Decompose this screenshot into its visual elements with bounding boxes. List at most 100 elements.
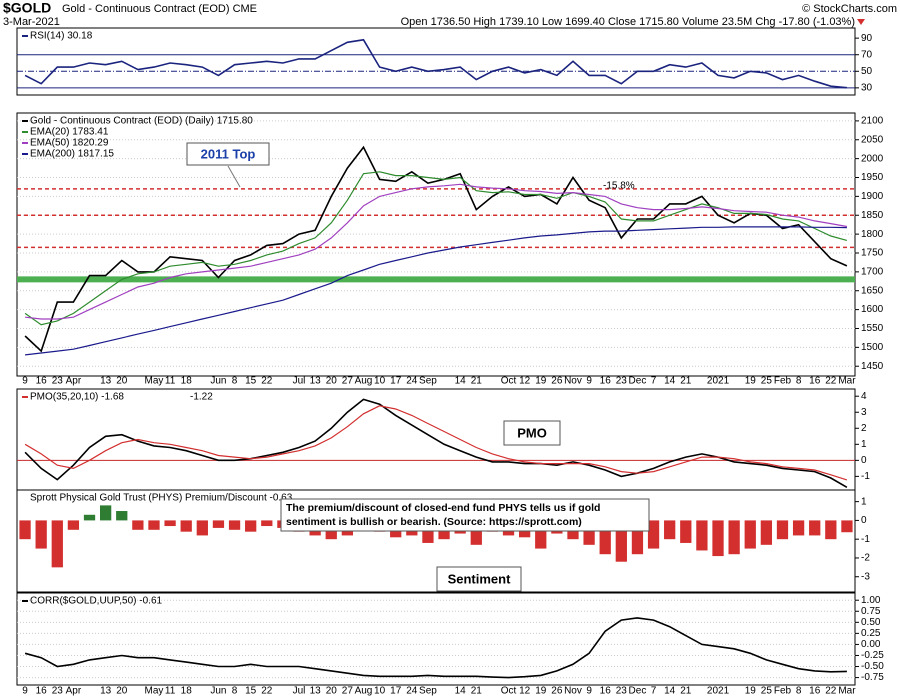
x-tick-label: 13 <box>310 686 322 697</box>
x-tick-label: 15 <box>245 376 257 387</box>
bar <box>99 505 112 521</box>
bar <box>535 520 547 549</box>
legend-entry: -1.22 <box>190 392 213 403</box>
bar <box>631 520 644 555</box>
y-tick-label: 1900 <box>861 191 884 202</box>
x-tick-label: Oct <box>501 686 517 697</box>
y-tick-label: 30 <box>861 82 873 93</box>
x-tick-label: 22 <box>825 376 837 387</box>
x-tick-label: 19 <box>745 376 757 387</box>
bar <box>228 520 241 530</box>
x-tick-label: Sep <box>419 376 437 387</box>
y-tick-label: -0.50 <box>861 661 884 672</box>
x-tick-label: 14 <box>664 376 676 387</box>
bar <box>744 520 756 549</box>
legend-entry: Sprott Physical Gold Trust (PHYS) Premiu… <box>30 493 293 504</box>
panel-frame <box>16 27 856 96</box>
credit: © StockCharts.com <box>802 3 897 15</box>
x-tick-label: May <box>145 376 164 387</box>
x-tick-label: 8 <box>232 376 238 387</box>
annotation: 2011 Top <box>201 146 256 161</box>
y-tick-label: 1600 <box>861 304 884 315</box>
x-tick-label: 24 <box>406 686 418 697</box>
bar <box>116 511 128 521</box>
note-line: sentiment is bullish or bearish. (Source… <box>286 516 582 528</box>
y-tick-label: 1500 <box>861 342 884 353</box>
y-tick-label: 70 <box>861 49 873 60</box>
bar <box>728 520 740 555</box>
x-tick-label: 16 <box>36 376 48 387</box>
x-tick-label: 24 <box>406 376 418 387</box>
x-tick-label: 7 <box>651 376 657 387</box>
legend-entry: PMO(35,20,10) -1.68 <box>30 392 124 403</box>
x-tick-label: 26 <box>551 686 563 697</box>
y-tick-label: 2 <box>861 423 867 434</box>
y-tick-label: 0.25 <box>861 628 881 639</box>
x-tick-label: Dec <box>629 376 647 387</box>
y-tick-label: 1450 <box>861 361 884 372</box>
legend-entry: CORR($GOLD,UUP,50) -0.61 <box>30 596 163 607</box>
y-tick-label: -1 <box>861 534 870 545</box>
x-tick-label: 16 <box>809 686 821 697</box>
x-tick-label: 10 <box>374 376 386 387</box>
bar <box>470 520 482 545</box>
x-tick-label: Jul <box>293 686 306 697</box>
x-tick-label: 20 <box>116 376 128 387</box>
y-tick-label: 0 <box>861 455 867 466</box>
x-tick-label: Feb <box>774 686 792 697</box>
x-tick-label: 23 <box>52 376 64 387</box>
x-tick-label: 25 <box>761 376 773 387</box>
x-tick-label: 19 <box>535 376 547 387</box>
symbol: $GOLD <box>3 0 51 16</box>
annotation: PMO <box>517 425 547 440</box>
annotation-box <box>186 142 270 166</box>
bar <box>19 520 31 540</box>
x-tick-label: 21 <box>680 686 692 697</box>
series-line <box>24 38 847 89</box>
x-tick-label: 13 <box>100 686 112 697</box>
x-tick-label: 19 <box>745 686 757 697</box>
x-tick-label: 13 <box>100 376 112 387</box>
y-tick-label: 1850 <box>861 210 884 221</box>
x-tick-label: 9 <box>586 376 592 387</box>
legend-entry: EMA(200) 1817.15 <box>30 149 114 160</box>
x-tick-label: 16 <box>600 686 612 697</box>
bar <box>841 520 853 533</box>
bar <box>599 520 611 555</box>
x-tick-label: 20 <box>326 376 338 387</box>
bar <box>132 520 144 530</box>
bar <box>776 520 789 540</box>
x-tick-label: 14 <box>455 376 467 387</box>
x-tick-label: 2021 <box>707 686 730 697</box>
x-tick-label: Jun <box>210 376 226 387</box>
bar <box>422 520 434 543</box>
x-tick-label: 21 <box>471 376 483 387</box>
annotation: Sentiment <box>448 571 512 586</box>
x-tick-label: Mar <box>838 376 856 387</box>
x-tick-label: 17 <box>390 686 402 697</box>
x-tick-label: Nov <box>564 376 582 387</box>
panel-frame <box>16 489 856 593</box>
x-tick-label: Nov <box>564 686 582 697</box>
annotation-box <box>436 566 522 592</box>
bar <box>712 520 724 557</box>
y-tick-label: 1650 <box>861 285 884 296</box>
x-tick-label: 26 <box>551 376 563 387</box>
x-tick-label: 20 <box>116 686 128 697</box>
series-line <box>24 405 848 481</box>
x-tick-label: 18 <box>181 686 193 697</box>
x-tick-label: 27 <box>342 376 354 387</box>
x-tick-label: 9 <box>22 686 28 697</box>
bar <box>792 520 805 536</box>
x-tick-label: 19 <box>535 686 547 697</box>
x-tick-label: 16 <box>600 376 612 387</box>
down-arrow <box>857 19 865 25</box>
x-tick-label: May <box>145 686 164 697</box>
y-tick-label: 2000 <box>861 153 884 164</box>
note-line: The premium/discount of closed-end fund … <box>286 502 600 514</box>
y-tick-label: -0.25 <box>861 650 884 661</box>
y-tick-label: 4 <box>861 391 867 402</box>
x-tick-label: 12 <box>519 376 531 387</box>
x-tick-label: 21 <box>680 376 692 387</box>
